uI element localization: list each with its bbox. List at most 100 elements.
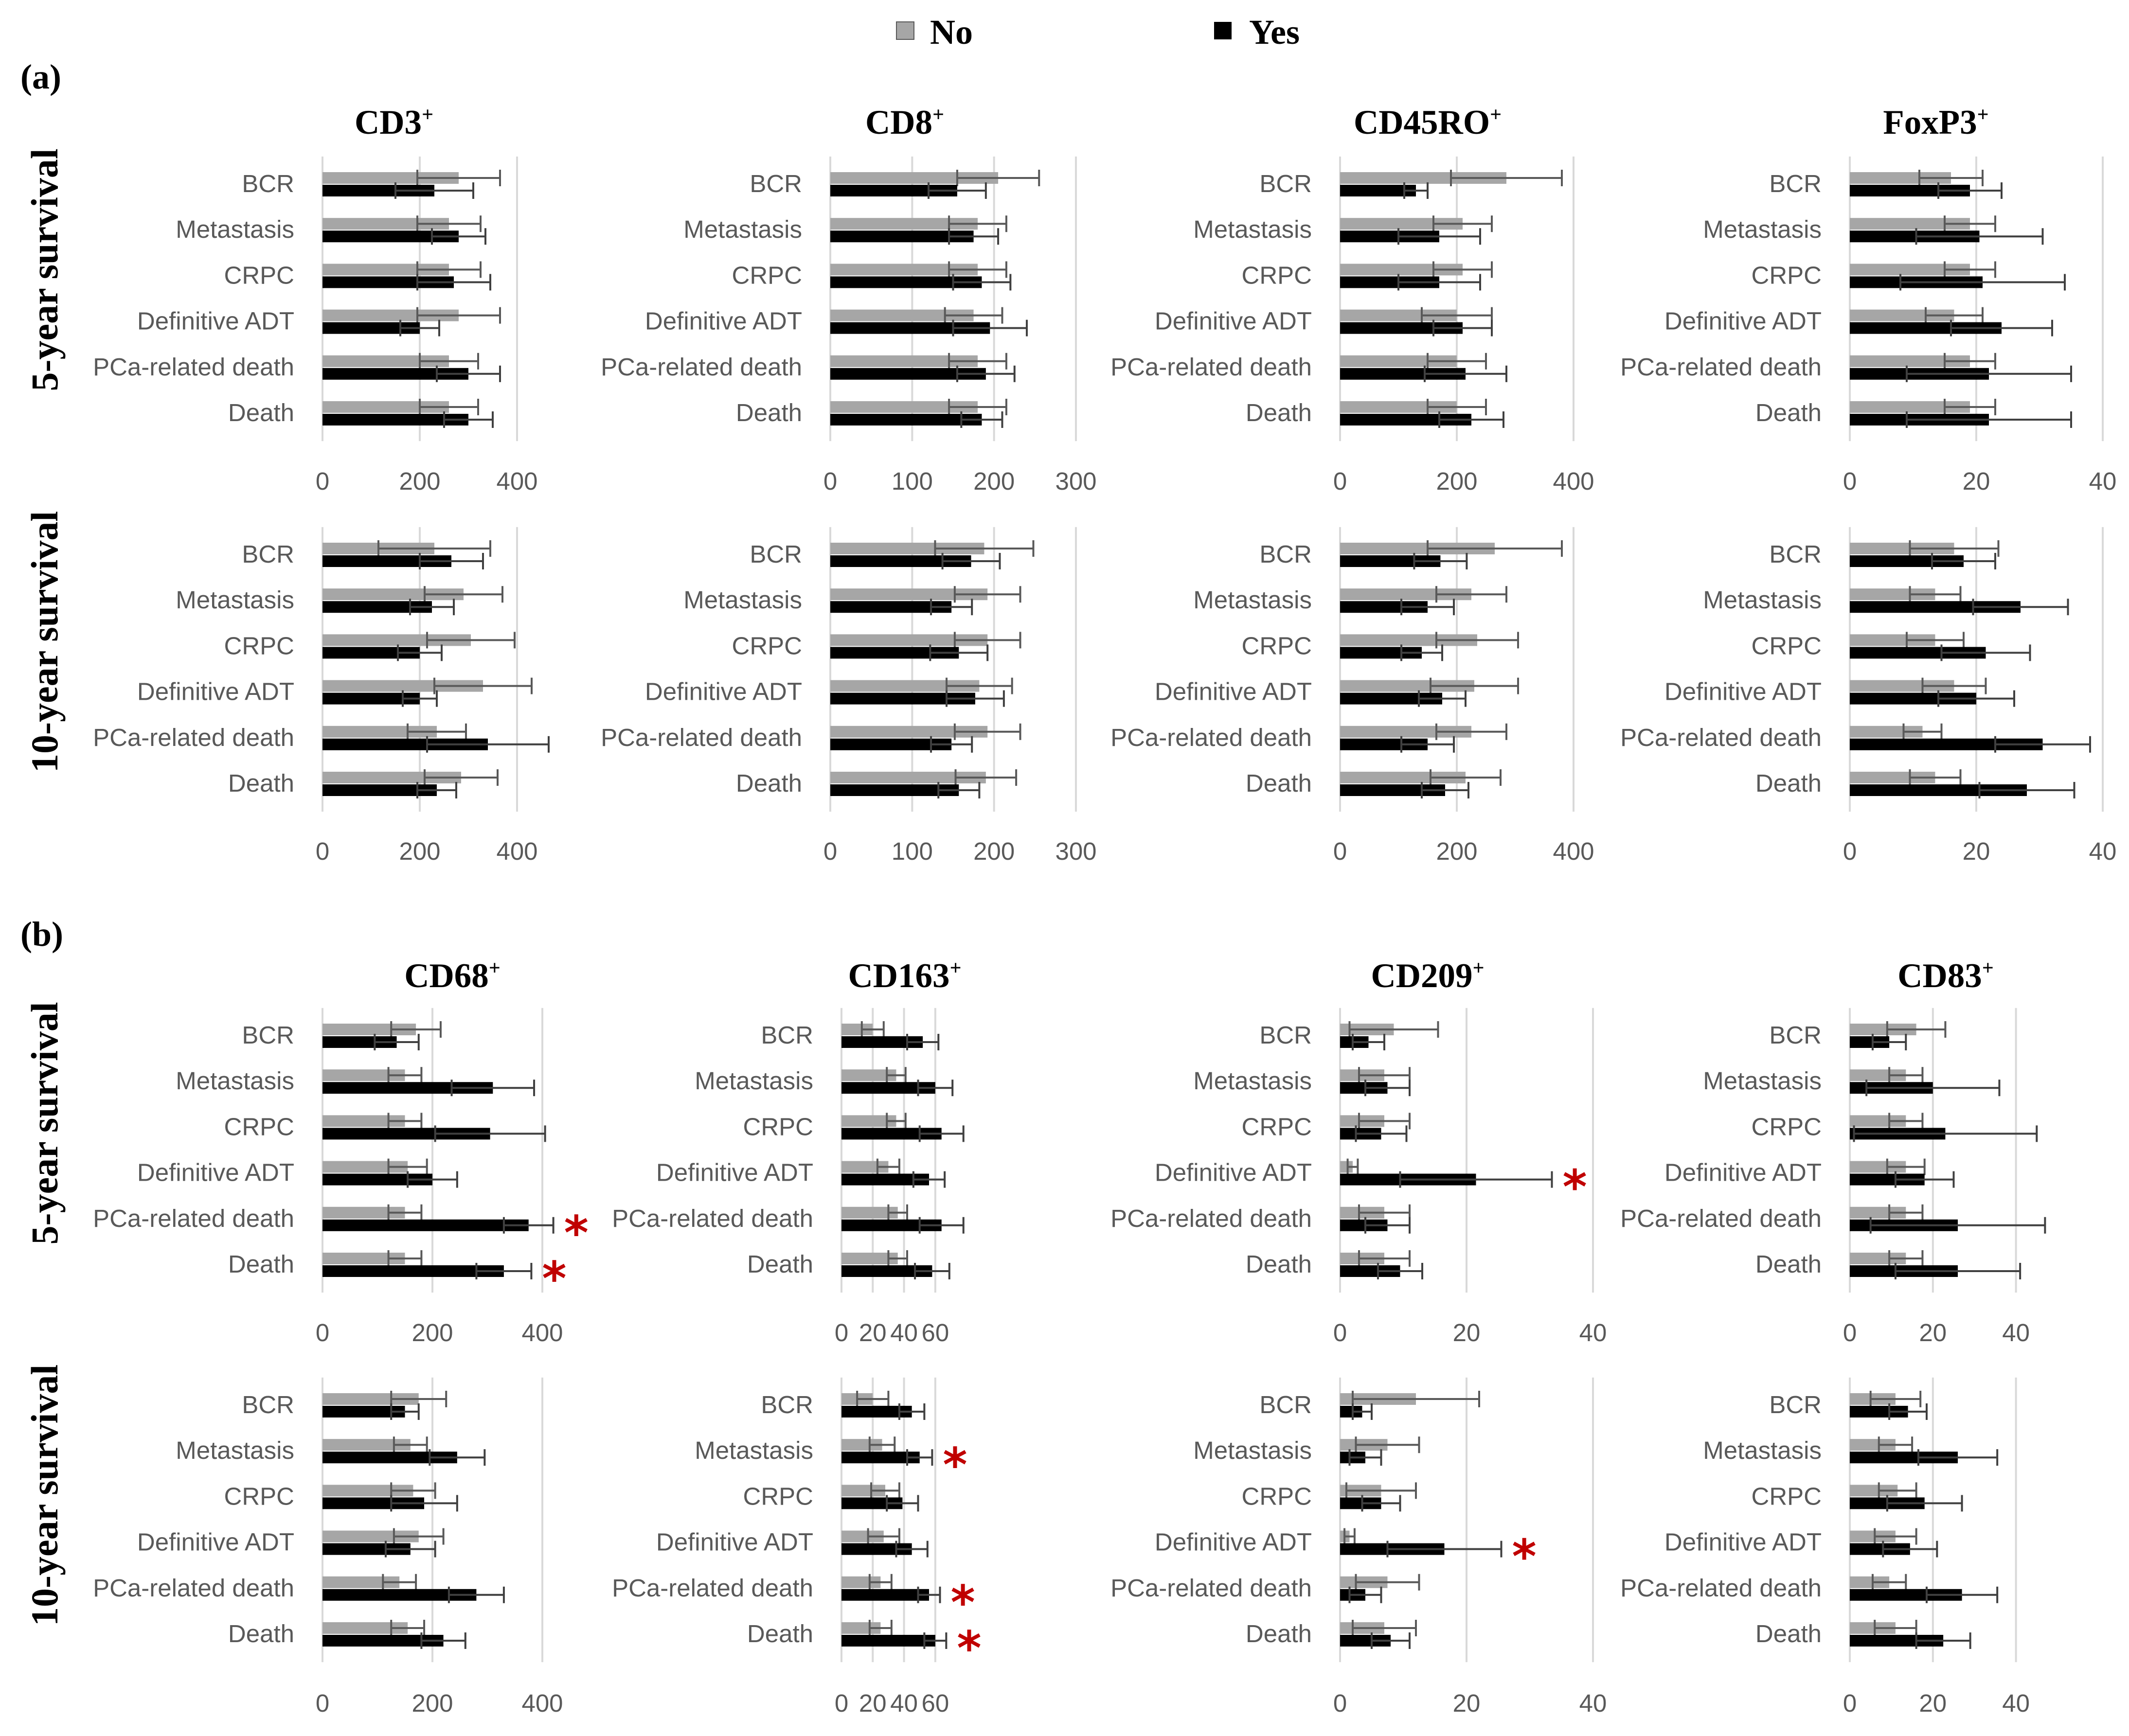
category-label: Death bbox=[1755, 1620, 1822, 1647]
tick-label: 40 bbox=[1579, 1689, 1607, 1717]
row-label-b-10yr: 10-year survival bbox=[23, 1364, 66, 1626]
tick-label: 400 bbox=[496, 467, 537, 495]
chart-title: CD8+ bbox=[865, 104, 944, 142]
category-label: Death bbox=[1755, 399, 1822, 426]
tick-label: 0 bbox=[823, 467, 837, 495]
tick-label: 0 bbox=[1843, 837, 1857, 865]
category-label: Definitive ADT bbox=[1155, 1159, 1312, 1187]
chart-title: CD163+ bbox=[848, 957, 962, 995]
chart-cd68-b-5yr: CD68+ 0 200 400 BCR Metastasis CRPC Definitive … bbox=[93, 957, 589, 1346]
chart-title: CD209+ bbox=[1371, 957, 1485, 995]
category-label: Metastasis bbox=[176, 586, 294, 614]
tick-label: 300 bbox=[1055, 837, 1096, 865]
chart-title: CD68+ bbox=[404, 957, 501, 995]
chart-cd209-b-10yr: 0 20 40 BCR Metastasis CRPC Definitive ADT * PCa… bbox=[1110, 1377, 1607, 1717]
category-label: Death bbox=[1755, 769, 1822, 797]
category-label: PCa-related death bbox=[1110, 1574, 1312, 1602]
tick-label: 40 bbox=[2002, 1319, 2030, 1346]
tick-label: 20 bbox=[1919, 1319, 1947, 1346]
tick-label: 40 bbox=[2089, 467, 2117, 495]
category-label: CRPC bbox=[1751, 1113, 1822, 1140]
tick-label: 60 bbox=[921, 1689, 949, 1717]
panel-label-b: (b) bbox=[20, 915, 63, 954]
category-label: BCR bbox=[242, 540, 294, 568]
legend-no-swatch bbox=[896, 21, 914, 40]
chart-cd163-b-10yr: 0 20 40 60 BCR Metastasis * CRPC Definitive ADT P… bbox=[612, 1377, 982, 1717]
legend-yes-swatch bbox=[1214, 22, 1232, 39]
category-label: Metastasis bbox=[1193, 215, 1312, 243]
tick-label: 40 bbox=[890, 1689, 918, 1717]
chart-cd83-b-10yr: 0 20 40 BCR Metastasis CRPC Definitive ADT PCa-… bbox=[1620, 1377, 2030, 1717]
legend-yes-label: Yes bbox=[1249, 13, 1300, 52]
category-label: Definitive ADT bbox=[137, 1159, 294, 1187]
category-label: BCR bbox=[1259, 1021, 1312, 1049]
category-label: Metastasis bbox=[683, 586, 802, 614]
chart-cd83-b-5yr: CD83+ 0 20 40 BCR Metastasis CRPC Definitive AD… bbox=[1620, 957, 2046, 1346]
category-label: Death bbox=[228, 769, 294, 797]
category-label: Death bbox=[747, 1620, 813, 1647]
category-label: Definitive ADT bbox=[1664, 678, 1822, 706]
category-label: Death bbox=[1246, 1620, 1312, 1647]
tick-label: 100 bbox=[892, 837, 933, 865]
significance-star: * bbox=[564, 1206, 589, 1260]
tick-label: 400 bbox=[1553, 467, 1594, 495]
tick-label: 200 bbox=[411, 1319, 453, 1346]
significance-star: * bbox=[957, 1621, 981, 1676]
chart-cd45ro-a-10yr: 0 200 400 BCR Metastasis CRPC Definitive ADT PC… bbox=[1110, 527, 1594, 865]
tick-label: 200 bbox=[399, 467, 440, 495]
tick-label: 0 bbox=[1333, 1319, 1347, 1346]
category-label: Definitive ADT bbox=[1664, 307, 1822, 335]
category-label: Metastasis bbox=[683, 215, 802, 243]
category-label: Death bbox=[228, 1250, 294, 1278]
chart-cd8-a-10yr: 0 100 200 300 BCR Metastasis CRPC Definitive AD… bbox=[601, 527, 1097, 865]
row-label-a-10yr: 10-year survival bbox=[23, 511, 66, 773]
category-label: BCR bbox=[242, 1391, 294, 1418]
category-label: Metastasis bbox=[176, 1436, 294, 1464]
category-label: PCa-related death bbox=[1620, 1205, 1822, 1232]
category-label: Metastasis bbox=[1703, 586, 1822, 614]
tick-label: 60 bbox=[921, 1319, 949, 1346]
category-label: CRPC bbox=[1241, 632, 1312, 659]
category-label: Metastasis bbox=[695, 1067, 813, 1095]
row-label-b-5yr: 5-year survival bbox=[23, 1002, 66, 1244]
tick-label: 200 bbox=[1436, 467, 1477, 495]
category-label: CRPC bbox=[224, 1113, 294, 1140]
chart-cd3-a-10yr: 0 200 400 BCR Metastasis CRPC Definitive ADT PC… bbox=[93, 527, 550, 865]
category-label: PCa-related death bbox=[601, 353, 802, 381]
category-label: Metastasis bbox=[1193, 1067, 1312, 1095]
significance-star: * bbox=[943, 1438, 967, 1492]
row-label-a-5yr: 5-year survival bbox=[23, 148, 66, 391]
category-label: Death bbox=[228, 1620, 294, 1647]
chart-cd209-b-5yr: CD209+ 0 20 40 BCR Metastasis CRPC Definitive A… bbox=[1110, 957, 1607, 1346]
category-label: PCa-related death bbox=[1620, 1574, 1822, 1602]
tick-label: 0 bbox=[835, 1689, 848, 1717]
tick-label: 40 bbox=[2089, 837, 2117, 865]
category-label: Metastasis bbox=[1193, 1436, 1312, 1464]
category-label: PCa-related death bbox=[1620, 353, 1822, 381]
category-label: PCa-related death bbox=[93, 724, 294, 751]
tick-label: 0 bbox=[1843, 1689, 1857, 1717]
category-label: PCa-related death bbox=[1110, 353, 1312, 381]
category-label: PCa-related death bbox=[612, 1574, 813, 1602]
chart-title: FoxP3+ bbox=[1883, 104, 1988, 142]
tick-label: 200 bbox=[973, 837, 1015, 865]
legend: No Yes bbox=[896, 13, 1300, 52]
category-label: BCR bbox=[1769, 1021, 1822, 1049]
tick-label: 20 bbox=[859, 1319, 887, 1346]
tick-label: 0 bbox=[316, 837, 329, 865]
tick-label: 0 bbox=[1333, 837, 1347, 865]
tick-label: 200 bbox=[1436, 837, 1477, 865]
category-label: Metastasis bbox=[1703, 215, 1822, 243]
tick-label: 20 bbox=[1963, 467, 1990, 495]
category-label: CRPC bbox=[1241, 1113, 1312, 1140]
tick-label: 0 bbox=[1843, 1319, 1857, 1346]
category-label: Definitive ADT bbox=[1155, 678, 1312, 706]
chart-title: CD3+ bbox=[355, 104, 433, 142]
category-label: Metastasis bbox=[695, 1436, 813, 1464]
category-label: PCa-related death bbox=[93, 1574, 294, 1602]
bar-yes-death bbox=[322, 1265, 504, 1277]
tick-label: 0 bbox=[316, 1319, 329, 1346]
chart-foxp3-a-10yr: 0 20 40 BCR Metastasis CRPC Definitive ADT PCa-… bbox=[1620, 527, 2116, 865]
category-label: BCR bbox=[1259, 1391, 1312, 1418]
